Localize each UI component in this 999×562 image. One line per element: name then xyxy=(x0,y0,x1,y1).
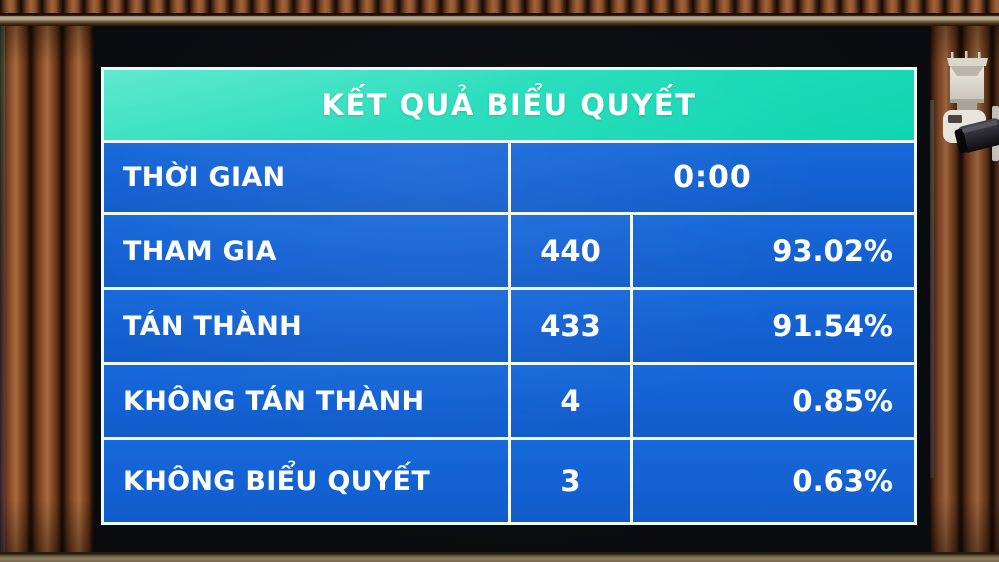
row-label-cell: THAM GIA xyxy=(104,215,508,287)
board-header: KẾT QUẢ BIỂU QUYẾT xyxy=(104,70,914,140)
left-wood-wall xyxy=(0,26,94,552)
row-label-cell: TÁN THÀNH xyxy=(104,290,508,362)
camera-indicator-dot xyxy=(965,155,969,159)
led-screen: KẾT QUẢ BIỂU QUYẾT THỜI GIAN 0:00 THAM G… xyxy=(94,26,930,552)
row-count-cell: 440 xyxy=(511,215,630,287)
row-count-cell: 3 xyxy=(511,440,630,522)
time-label-cell: THỜI GIAN xyxy=(104,143,508,212)
row-percent-cell: 0.85% xyxy=(633,365,914,437)
voting-results-board: KẾT QUẢ BIỂU QUYẾT THỜI GIAN 0:00 THAM G… xyxy=(101,67,917,525)
row-count-cell: 433 xyxy=(511,290,630,362)
results-table: THỜI GIAN 0:00 THAM GIA 440 93.02% TÁN T… xyxy=(104,140,914,522)
bottom-trim xyxy=(0,552,999,562)
row-percent-cell: 0.63% xyxy=(633,440,914,522)
camera-bracket xyxy=(947,51,988,66)
camera-mount-box xyxy=(950,66,984,111)
board-title: KẾT QUẢ BIỂU QUYẾT xyxy=(321,88,697,122)
row-label-cell: KHÔNG BIỂU QUYẾT xyxy=(104,440,508,522)
wood-trim-rail xyxy=(0,13,999,26)
security-camera xyxy=(943,51,999,161)
row-percent-cell: 93.02% xyxy=(633,215,914,287)
row-percent-cell: 91.54% xyxy=(633,290,914,362)
row-label-cell: KHÔNG TÁN THÀNH xyxy=(104,365,508,437)
time-value-cell: 0:00 xyxy=(511,143,914,212)
camera-lens xyxy=(954,118,999,154)
ceiling-wood-slats xyxy=(0,0,999,13)
row-count-cell: 4 xyxy=(511,365,630,437)
